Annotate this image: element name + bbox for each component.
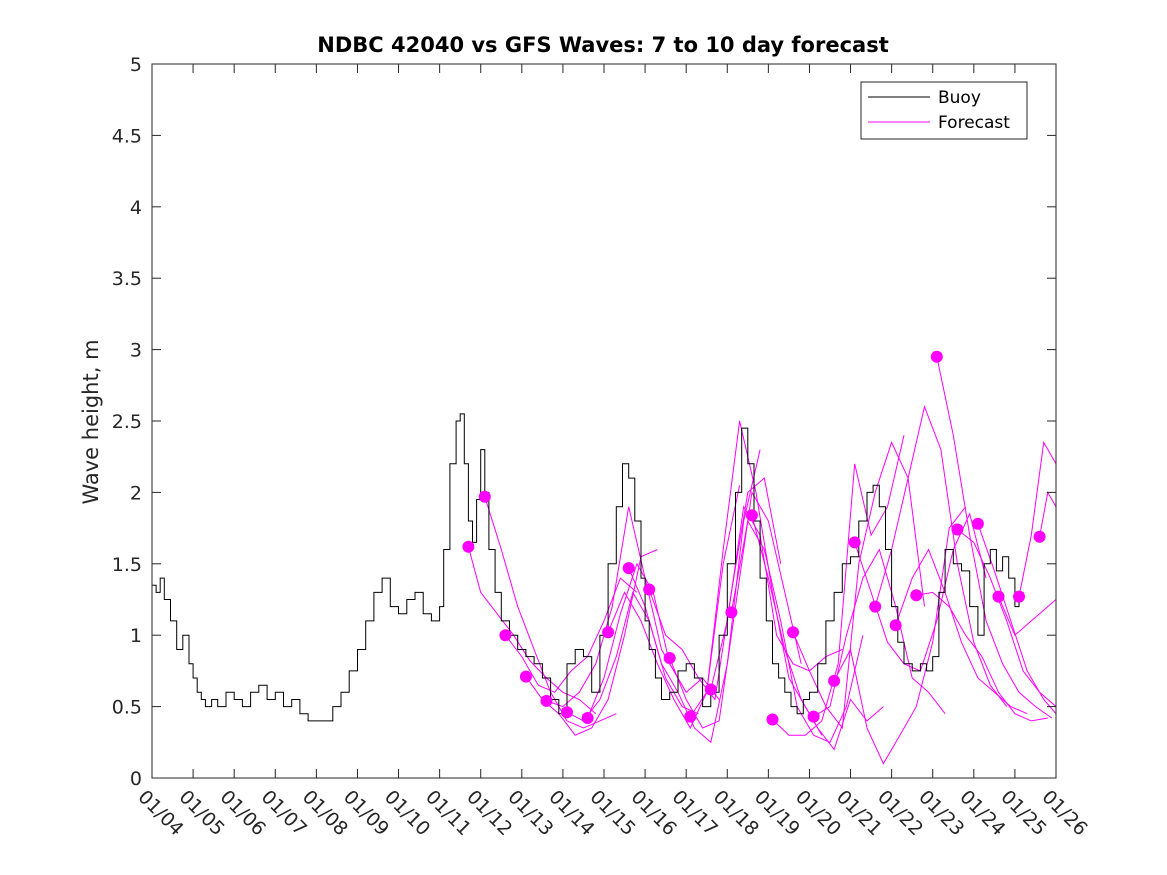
forecast-point-9	[622, 562, 635, 575]
forecast-line-13	[710, 505, 843, 690]
y-axis-label: Wave height, m	[79, 339, 103, 504]
forecast-line-24	[936, 356, 1053, 719]
forecast-point-29	[1033, 530, 1046, 543]
forecast-point-28	[1013, 590, 1025, 603]
forecast-line-16	[772, 435, 905, 736]
forecast-point-15	[745, 509, 758, 522]
chart-title: NDBC 42040 vs GFS Waves: 7 to 10 day for…	[317, 33, 888, 57]
forecast-line-26	[977, 523, 1056, 715]
y-tick-label: 1.5	[112, 554, 142, 576]
forecast-line-19	[833, 506, 966, 765]
y-tick-label: 2.5	[112, 411, 142, 433]
forecast-line-12	[689, 420, 823, 736]
forecast-point-24	[930, 350, 943, 363]
y-tick-label: 4.5	[112, 125, 142, 147]
forecast-point-22	[889, 619, 902, 632]
forecast-point-25	[951, 523, 964, 536]
y-tick-label: 4	[130, 197, 142, 219]
forecast-point-20	[848, 536, 861, 549]
forecast-line-9	[628, 449, 761, 744]
forecast-point-17	[787, 626, 799, 639]
forecast-line-10	[648, 477, 782, 701]
buoy-line	[152, 413, 1024, 722]
forecast-point-18	[807, 710, 820, 723]
forecast-line-27	[998, 596, 1056, 637]
legend: Buoy Forecast	[860, 81, 1028, 140]
forecast-point-16	[766, 713, 779, 726]
forecast-line-28	[1018, 440, 1056, 597]
forecast-line-11	[669, 490, 802, 729]
forecast-point-19	[828, 674, 841, 687]
forecast-point-13	[704, 683, 717, 696]
forecast-point-8	[602, 626, 615, 639]
forecast-point-1	[462, 540, 475, 553]
y-tick-label: 0.5	[112, 697, 142, 719]
forecast-line-5	[546, 506, 679, 708]
plot-series-group	[152, 356, 1056, 765]
forecast-point-7	[581, 712, 594, 724]
y-tick-label: 5	[130, 54, 142, 76]
forecast-point-5	[540, 694, 553, 707]
plot-area	[152, 350, 1056, 765]
y-tick-label: 3	[130, 340, 142, 362]
y-tick-label: 1	[130, 625, 142, 647]
forecast-point-14	[725, 606, 738, 619]
legend-box	[860, 81, 1028, 140]
forecast-point-12	[684, 710, 697, 723]
forecast-line-15	[751, 515, 884, 751]
forecast-point-2	[478, 490, 491, 503]
forecast-point-11	[663, 652, 676, 664]
forecast-point-3	[499, 629, 512, 642]
forecast-line-17	[792, 441, 925, 730]
y-tick-label: 0	[130, 768, 142, 790]
forecast-point-26	[971, 517, 984, 530]
forecast-point-6	[561, 706, 573, 719]
forecast-point-10	[643, 583, 656, 596]
legend-label-forecast: Forecast	[938, 113, 1010, 133]
y-tick-label: 3.5	[112, 268, 142, 290]
forecast-point-21	[869, 600, 882, 613]
y-tick-label: 2	[130, 482, 142, 504]
forecast-point-4	[519, 670, 532, 683]
forecast-line-21	[874, 404, 1008, 707]
legend-label-buoy: Buoy	[938, 88, 981, 108]
forecast-point-27	[992, 590, 1005, 603]
forecast-line-8	[607, 485, 741, 730]
forecast-point-23	[910, 589, 923, 602]
forecast-line-23	[916, 591, 1048, 722]
